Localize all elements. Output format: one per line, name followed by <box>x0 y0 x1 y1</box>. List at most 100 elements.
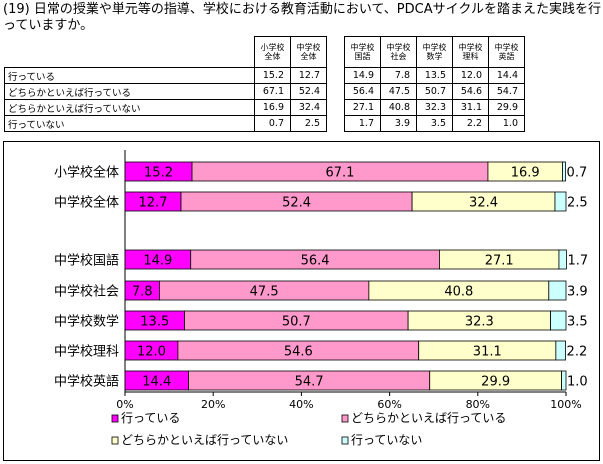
data-label: 32.3 <box>465 315 494 330</box>
x-tick-label: 60% <box>377 398 401 411</box>
table-cell: 54.7 <box>488 83 525 100</box>
table-cell: 3.9 <box>380 115 417 132</box>
table-cell: 3.5 <box>416 115 453 132</box>
category-label: 中学校国語 <box>54 253 119 269</box>
data-label: 0.7 <box>567 166 588 181</box>
data-label: 12.7 <box>139 196 168 211</box>
table-cell: 32.4 <box>290 99 327 116</box>
table-cell: 32.3 <box>416 99 453 116</box>
x-tick-label: 100% <box>550 398 581 411</box>
category-label: 中学校英語 <box>54 374 119 390</box>
data-label: 31.1 <box>473 345 502 360</box>
category-label: 中学校理科 <box>54 344 119 360</box>
legend-label: 行っている <box>121 411 180 425</box>
row-label: 行っている <box>4 67 255 84</box>
table-cell: 1.0 <box>488 115 525 132</box>
table-row: どちらかといえば行っていない 16.9 32.4 27.1 40.8 32.3 … <box>4 99 525 116</box>
table-cell: 52.4 <box>290 83 327 100</box>
legend-swatch <box>341 414 349 423</box>
data-label: 29.9 <box>481 375 510 390</box>
data-label: 40.8 <box>444 285 473 300</box>
bar-segment <box>562 161 566 182</box>
table-gap <box>326 67 345 84</box>
legend-swatch <box>111 436 119 445</box>
x-tick-label: 40% <box>289 398 313 411</box>
row-label: どちらかといえば行っていない <box>4 99 255 116</box>
table-cell: 31.1 <box>452 99 489 116</box>
table-gap <box>326 36 345 68</box>
table-gap <box>326 99 345 116</box>
data-label: 2.2 <box>567 345 588 360</box>
table-cell: 47.5 <box>380 83 417 100</box>
table-gap <box>326 115 345 132</box>
table-cell: 27.1 <box>344 99 381 116</box>
legend-label: どちらかといえば行っている <box>351 411 506 425</box>
data-label: 13.5 <box>140 315 169 330</box>
bar-segment <box>561 370 567 391</box>
table-gap <box>326 83 345 100</box>
legend-swatch <box>341 436 349 445</box>
table-cell: 40.8 <box>380 99 417 116</box>
table-header-row: 小学校 全体 中学校 全体 中学校 国語 中学校 社会 中学校 数学 中学校 理科 中学校英… <box>4 36 525 68</box>
table-cell: 7.8 <box>380 67 417 84</box>
table-row: 行っていない 0.7 2.5 1.7 3.9 3.5 2.2 1.0 <box>4 115 525 132</box>
data-label: 2.5 <box>567 196 588 211</box>
col-header: 中学校 全体 <box>290 36 327 68</box>
table-cell: 56.4 <box>344 83 381 100</box>
col-header: 中学校 社会 <box>380 36 417 68</box>
chart-frame: 0% 20% 40% 60% 80% 100% 小学校全体 15.2 67.1 16.9 0.7 中学… <box>3 141 600 461</box>
table-row: どちらかといえば行っている 67.1 52.4 56.4 47.5 50.7 5… <box>4 83 525 100</box>
data-label: 15.2 <box>144 166 173 181</box>
data-label: 56.4 <box>301 254 330 269</box>
data-label: 14.4 <box>142 375 171 390</box>
category-label: 中学校数学 <box>54 314 119 330</box>
table-cell: 54.6 <box>452 83 489 100</box>
x-tick-label: 0% <box>116 398 133 411</box>
data-label: 50.7 <box>282 315 311 330</box>
table-cell: 2.5 <box>290 115 327 132</box>
table-cell: 15.2 <box>254 67 291 84</box>
stacked-bar-chart: 0% 20% 40% 60% 80% 100% 小学校全体 15.2 67.1 16.9 0.7 中学… <box>54 150 588 447</box>
table-cell: 1.7 <box>344 115 381 132</box>
data-label: 67.1 <box>326 166 355 181</box>
data-label: 52.4 <box>282 196 311 211</box>
col-header: 中学校 理科 <box>452 36 489 68</box>
data-label: 14.9 <box>143 254 172 269</box>
bar-segment <box>555 340 566 361</box>
category-label: 小学校全体 <box>54 165 119 181</box>
x-tick-label: 80% <box>466 398 490 411</box>
data-table: 小学校 全体 中学校 全体 中学校 国語 中学校 社会 中学校 数学 中学校 理科 中学校英… <box>4 36 525 132</box>
table-cell: 12.0 <box>452 67 489 84</box>
bar-segment <box>558 249 567 270</box>
data-label: 54.6 <box>284 345 313 360</box>
x-tick-label: 20% <box>201 398 225 411</box>
table-cell: 16.9 <box>254 99 291 116</box>
row-label: 行っていない <box>4 115 255 132</box>
legend-label: 行っていない <box>351 433 422 447</box>
table-corner <box>4 36 255 68</box>
data-label: 3.5 <box>567 315 588 330</box>
bar-segment <box>550 310 567 331</box>
table-row: 行っている 15.2 12.7 14.9 7.8 13.5 12.0 14.4 <box>4 67 525 84</box>
col-header: 中学校 数学 <box>416 36 453 68</box>
data-label: 12.0 <box>137 345 166 360</box>
table-cell: 14.4 <box>488 67 525 84</box>
question-title: (19) 日常の授業や単元等の指導、学校における教育活動において、PDCAサイク… <box>3 2 601 33</box>
data-label: 27.1 <box>485 254 514 269</box>
legend-swatch <box>111 414 119 423</box>
table-cell: 67.1 <box>254 83 291 100</box>
data-label: 3.9 <box>567 285 588 300</box>
category-label: 中学校社会 <box>54 284 119 300</box>
category-label: 中学校全体 <box>54 195 119 211</box>
data-label: 1.0 <box>567 375 588 390</box>
col-header: 小学校 全体 <box>254 36 291 68</box>
table-cell: 13.5 <box>416 67 453 84</box>
col-header: 中学校 英語 <box>488 36 525 68</box>
table-cell: 0.7 <box>254 115 291 132</box>
data-label: 7.8 <box>132 285 153 300</box>
table-cell: 2.2 <box>452 115 489 132</box>
row-label: どちらかといえば行っている <box>4 83 255 100</box>
table-cell: 14.9 <box>344 67 381 84</box>
table-cell: 50.7 <box>416 83 453 100</box>
bar-segment <box>548 280 567 301</box>
